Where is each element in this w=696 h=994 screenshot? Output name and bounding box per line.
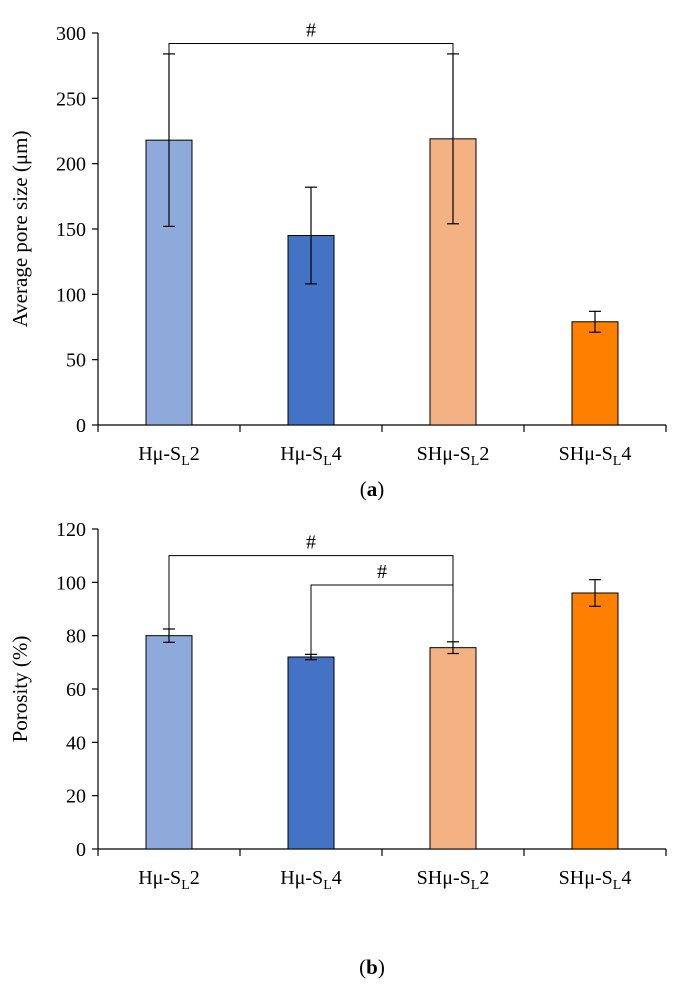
category-label: SHμ-SL2 — [417, 443, 490, 469]
significance-bracket — [310, 584, 454, 655]
bar — [429, 647, 477, 850]
y-tick-label: 40 — [66, 732, 86, 754]
significance-bracket — [168, 42, 454, 54]
y-tick-label: 100 — [56, 572, 86, 594]
significance-label: # — [306, 19, 316, 41]
category-label: Hμ-SL2 — [138, 443, 200, 469]
y-tick-label: 0 — [76, 839, 86, 861]
y-axis-title: Porosity (%) — [8, 636, 32, 743]
y-tick-label: 250 — [56, 88, 86, 110]
y-tick-label: 20 — [66, 786, 86, 808]
y-tick-label: 60 — [66, 679, 86, 701]
category-label: Hμ-SL4 — [280, 867, 342, 893]
panel-label: (a) — [360, 477, 385, 501]
bar — [287, 656, 335, 850]
chart-panel-b: 0 20 40 60 80 100 120 Hμ-SL2 Hμ-SL4 SHμ-SL2 SHμ-SL… — [8, 519, 667, 979]
y-tick-label: 50 — [66, 350, 86, 372]
y-tick-label: 80 — [66, 626, 86, 648]
category-label: SHμ-SL4 — [559, 867, 632, 893]
bar — [571, 592, 619, 850]
chart-panel-a: 0 50 100 150 200 250 300 Hμ-SL2 Hμ-SL4 SHμ-SL2 SHμ… — [8, 19, 667, 501]
y-tick-label: 0 — [76, 415, 86, 437]
y-tick-label: 120 — [56, 519, 86, 541]
significance-label: # — [306, 532, 316, 554]
y-tick-label: 150 — [56, 219, 86, 241]
panel-label: (b) — [359, 955, 385, 979]
bar — [145, 635, 193, 850]
category-label: SHμ-SL2 — [417, 867, 490, 893]
y-tick-label: 200 — [56, 154, 86, 176]
category-label: SHμ-SL4 — [559, 443, 632, 469]
category-label: Hμ-SL2 — [138, 867, 200, 893]
y-tick-label: 300 — [56, 23, 86, 45]
bar — [571, 321, 619, 426]
significance-label: # — [377, 561, 387, 583]
y-tick-label: 100 — [56, 284, 86, 306]
y-axis-title: Average pore size (μm) — [8, 131, 32, 328]
category-label: Hμ-SL4 — [280, 443, 342, 469]
